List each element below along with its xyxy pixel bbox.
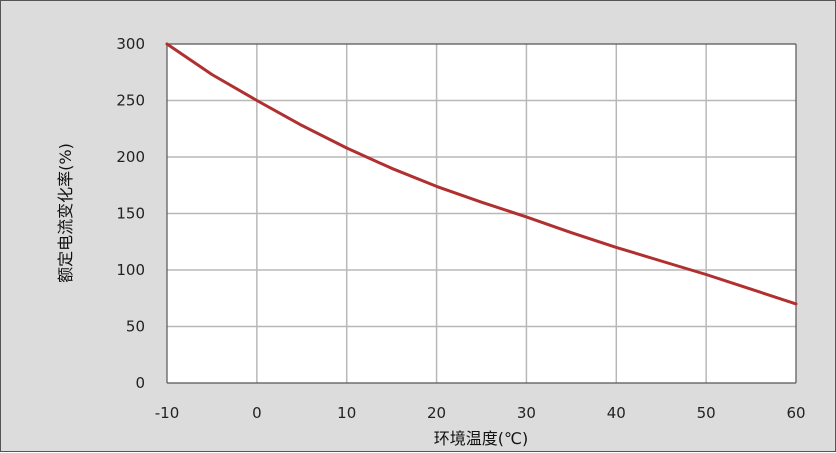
x-tick-label: 60 bbox=[786, 404, 805, 422]
y-tick-label: 100 bbox=[116, 261, 145, 279]
x-tick-labels: -10 0 10 20 30 40 50 60 bbox=[155, 404, 806, 422]
y-tick-label: 200 bbox=[116, 148, 145, 166]
y-tick-label: 50 bbox=[126, 318, 145, 336]
data-point bbox=[210, 73, 214, 76]
data-point bbox=[390, 167, 393, 170]
data-point bbox=[615, 246, 618, 249]
y-tick-labels: 0 50 100 150 200 250 300 bbox=[116, 35, 145, 392]
data-point bbox=[345, 146, 348, 150]
data-point bbox=[300, 124, 303, 127]
x-tick-label: 40 bbox=[607, 404, 626, 422]
data-point bbox=[480, 201, 483, 204]
series-layer bbox=[165, 42, 798, 306]
x-tick-label: 30 bbox=[517, 404, 536, 422]
data-point bbox=[749, 288, 753, 291]
y-axis-title: 额定电流变化率(%) bbox=[56, 143, 75, 283]
data-point bbox=[435, 185, 438, 188]
data-point bbox=[660, 259, 663, 263]
data-point bbox=[255, 99, 259, 102]
x-tick-label: 50 bbox=[697, 404, 716, 422]
y-tick-label: 300 bbox=[116, 35, 145, 53]
data-point bbox=[570, 231, 573, 234]
data-point bbox=[165, 42, 169, 46]
y-tick-label: 0 bbox=[135, 374, 145, 392]
y-tick-label: 150 bbox=[116, 205, 145, 223]
x-tick-label: 20 bbox=[427, 404, 446, 422]
x-tick-label: 0 bbox=[252, 404, 262, 422]
data-point bbox=[794, 302, 798, 306]
x-tick-label: 10 bbox=[337, 404, 356, 422]
x-axis-title: 环境温度(℃) bbox=[434, 429, 528, 448]
y-gridlines bbox=[167, 99, 796, 328]
data-point bbox=[704, 273, 708, 276]
data-point bbox=[525, 215, 528, 219]
x-tick-label: -10 bbox=[155, 404, 180, 422]
y-tick-label: 250 bbox=[116, 92, 145, 110]
